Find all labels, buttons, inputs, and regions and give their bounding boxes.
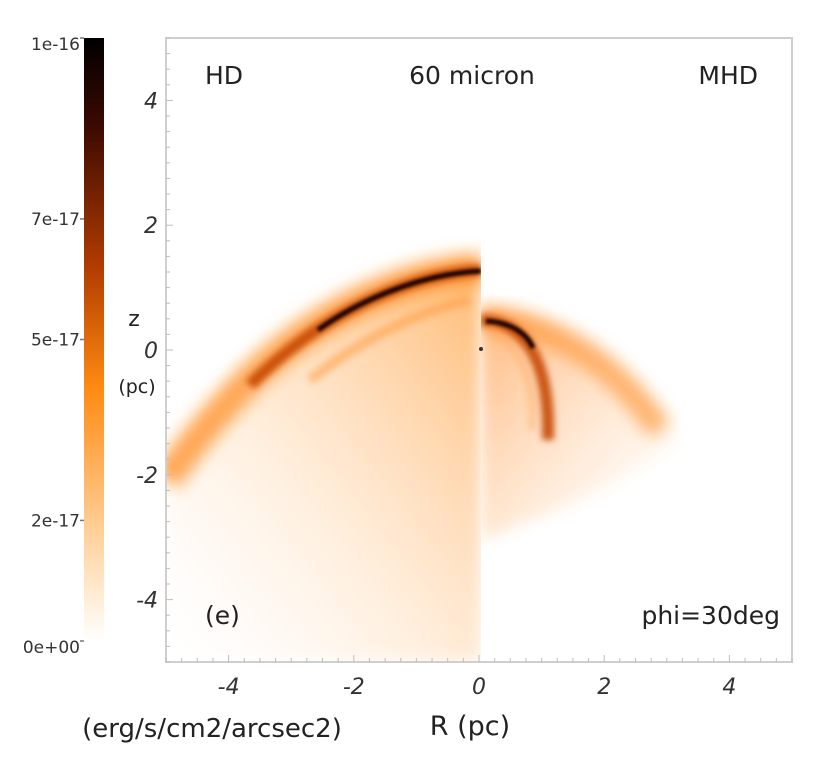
colorbar-label: (erg/s/cm2/arcsec2) <box>82 714 342 744</box>
x-tick-labels: -4 -2 0 2 4 <box>218 675 737 700</box>
label-phi: phi=30deg <box>641 601 780 630</box>
x-tick-label: 4 <box>722 675 736 700</box>
y-tick-label: 0 <box>144 339 158 364</box>
hd-shell-inner <box>306 295 471 384</box>
colorbar-ticks: 1e-16 7e-17 5e-17 2e-17 0e+00 <box>23 35 84 658</box>
y-axis-label-top: z <box>128 307 140 332</box>
star-marker <box>479 347 483 351</box>
x-tick-label: 2 <box>597 675 611 700</box>
hd-shell <box>166 253 481 662</box>
x-tick-label: 0 <box>472 675 486 700</box>
hd-shell-diffuse <box>166 265 481 662</box>
mhd-shell-rim <box>485 318 536 350</box>
chart-title: 60 micron <box>409 61 535 90</box>
y-tick-labels: 4 2 0 -2 -4 <box>136 89 158 613</box>
mhd-shell-diffuse <box>481 310 680 540</box>
y-tick-label: -2 <box>136 464 158 489</box>
mhd-shell-inner <box>488 326 537 431</box>
y-tick-label: -4 <box>136 589 158 614</box>
y-tick-label: 2 <box>144 214 158 239</box>
colorbar-tick-label: 5e-17 <box>31 331 80 351</box>
y-tick-label: 4 <box>144 89 158 114</box>
colorbar: 1e-16 7e-17 5e-17 2e-17 0e+00 <box>23 35 104 658</box>
label-mhd: MHD <box>698 61 758 90</box>
colorbar-gradient <box>84 38 104 641</box>
colorbar-tick-label: 1e-16 <box>31 35 80 55</box>
plot-area: HD 60 micron MHD (e) phi=30deg <box>165 37 793 663</box>
x-tick-label: -2 <box>343 675 365 700</box>
minor-ticks <box>165 37 793 663</box>
panel-label: (e) <box>205 601 240 630</box>
hd-shell-rim <box>316 268 481 333</box>
colorbar-tick-label: 0e+00 <box>23 638 80 658</box>
colorbar-tick-label: 7e-17 <box>31 210 80 230</box>
label-hd: HD <box>205 61 243 90</box>
x-axis-label: R (pc) <box>430 711 510 742</box>
x-tick-label: -4 <box>218 675 240 700</box>
colorbar-tick-label: 2e-17 <box>31 511 80 531</box>
y-axis-label-bottom: (pc) <box>118 376 155 398</box>
mhd-shell <box>481 305 680 540</box>
